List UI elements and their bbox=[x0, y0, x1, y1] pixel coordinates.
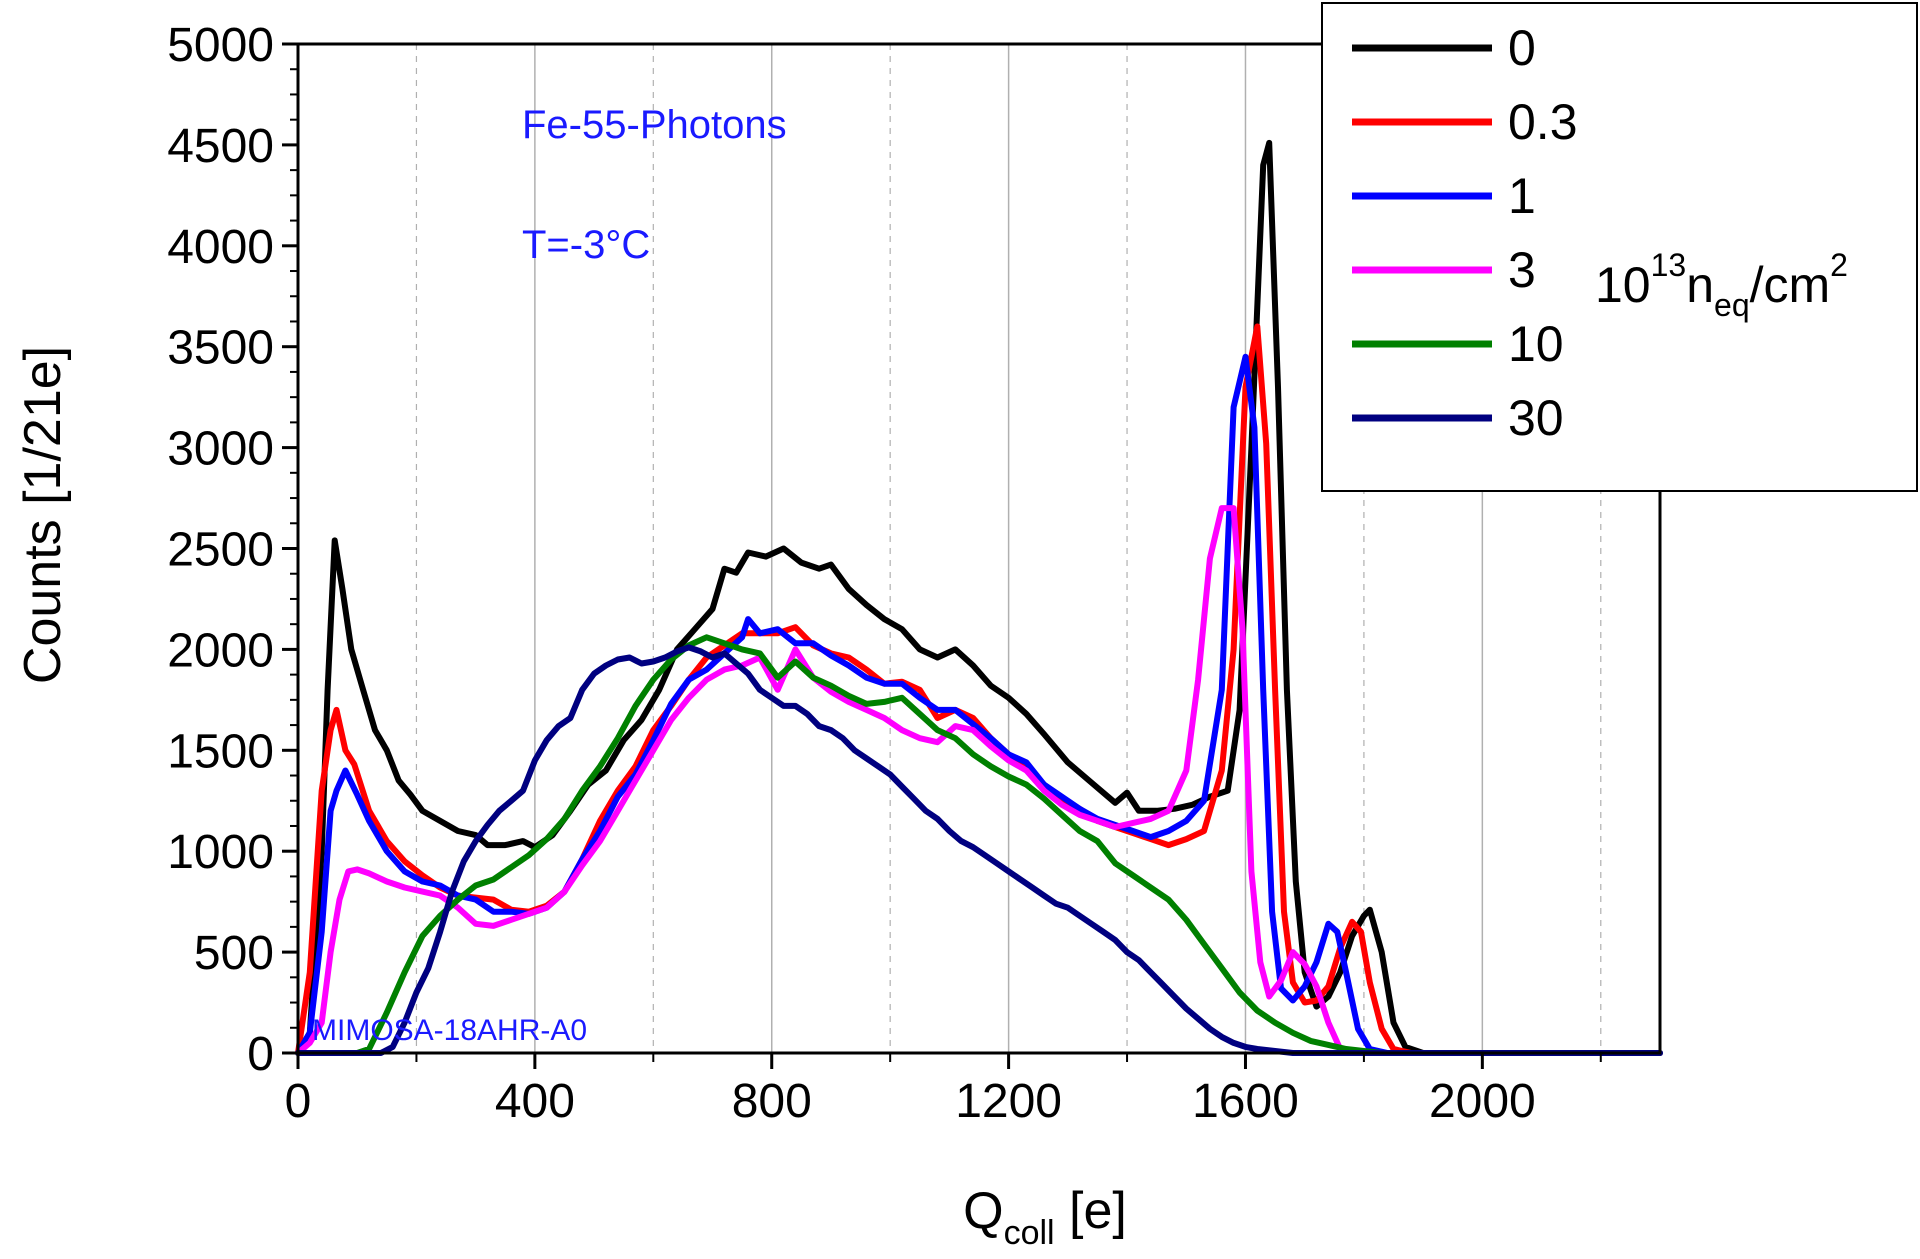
axis-layer: 0500100015002000250030003500400045005000… bbox=[167, 19, 1602, 1128]
series-layer bbox=[295, 139, 1663, 1056]
y-tick-label: 5000 bbox=[167, 19, 274, 72]
legend-unit: 1013neq/cm2 bbox=[1595, 247, 1848, 323]
x-tick-label: 400 bbox=[495, 1075, 575, 1128]
legend-label: 3 bbox=[1508, 242, 1536, 298]
y-tick-label: 1500 bbox=[167, 725, 274, 778]
legend-unit-rest: /cm bbox=[1750, 257, 1831, 313]
series-line-1 bbox=[295, 353, 1663, 1056]
y-tick-label: 4000 bbox=[167, 221, 274, 274]
x-axis-title-sub: coll bbox=[1004, 1214, 1055, 1252]
legend-items: 0 0.3 1 3 10 30 bbox=[1352, 20, 1578, 446]
series-line-10 bbox=[295, 634, 1663, 1056]
x-axis-title-unit: [e] bbox=[1055, 1182, 1127, 1240]
series-line-0 bbox=[295, 139, 1663, 1056]
legend-unit-base: 10 bbox=[1595, 257, 1651, 313]
legend-label: 0 bbox=[1508, 20, 1536, 76]
y-axis-title: Counts [1/21e] bbox=[14, 346, 72, 684]
x-axis-title: Qcoll [e] bbox=[963, 1182, 1127, 1252]
y-tick-label: 4500 bbox=[167, 120, 274, 173]
y-tick-label: 500 bbox=[194, 927, 274, 980]
y-tick-label: 2500 bbox=[167, 524, 274, 577]
y-tick-label: 1000 bbox=[167, 826, 274, 879]
series-line-30 bbox=[295, 644, 1663, 1056]
y-tick-label: 0 bbox=[247, 1028, 274, 1081]
legend-unit-exp: 13 bbox=[1651, 247, 1687, 283]
y-tick-label: 3000 bbox=[167, 423, 274, 476]
x-tick-label: 800 bbox=[732, 1075, 812, 1128]
annotation-temperature: T=-3°C bbox=[522, 223, 650, 267]
legend-unit-rest-exp: 2 bbox=[1830, 247, 1848, 283]
x-axis-title-main: Q bbox=[963, 1182, 1003, 1240]
annotation-source: Fe-55-Photons bbox=[522, 103, 787, 147]
annotation-sensor: MIMOSA-18AHR-A0 bbox=[312, 1014, 587, 1047]
legend-label: 30 bbox=[1508, 390, 1564, 446]
y-tick-label: 3500 bbox=[167, 322, 274, 375]
x-tick-label: 2000 bbox=[1429, 1075, 1536, 1128]
x-tick-label: 0 bbox=[285, 1075, 312, 1128]
legend-label: 1 bbox=[1508, 168, 1536, 224]
legend-label: 10 bbox=[1508, 316, 1564, 372]
x-tick-label: 1600 bbox=[1192, 1075, 1299, 1128]
x-tick-label: 1200 bbox=[955, 1075, 1062, 1128]
legend-box bbox=[1321, 2, 1918, 492]
legend-unit-n: n bbox=[1686, 257, 1714, 313]
legend-unit-n-sub: eq bbox=[1714, 287, 1750, 323]
series-line-3 bbox=[295, 505, 1663, 1056]
y-tick-label: 2000 bbox=[167, 624, 274, 677]
legend-label: 0.3 bbox=[1508, 94, 1578, 150]
